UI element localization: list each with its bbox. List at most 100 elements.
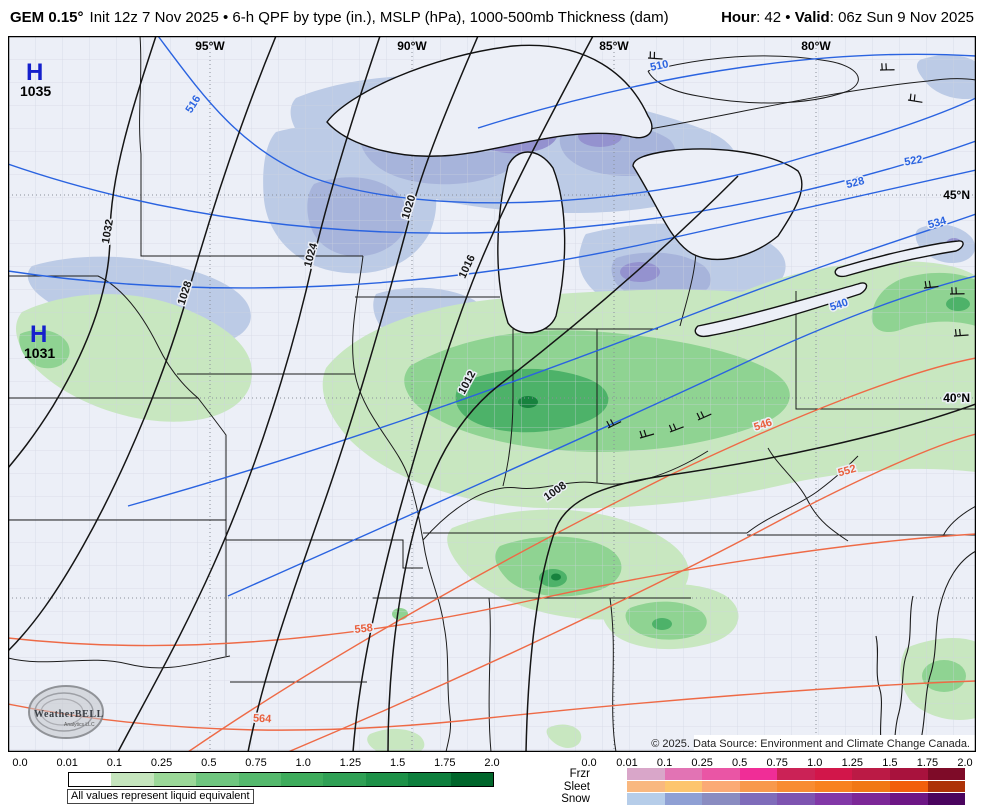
tick-label: 1.5 [389, 757, 406, 769]
colorbar-segment [739, 793, 778, 805]
tick-label: 0.75 [766, 757, 788, 769]
weatherbell-logo: WeatherBELL Analytics LLC [28, 685, 104, 739]
colorbar-segment [777, 780, 815, 792]
model-name: GEM 0.15° [10, 8, 84, 26]
colorbar-segment [281, 773, 324, 786]
colorbar-segment [889, 780, 928, 792]
tick-label: 1.0 [807, 757, 823, 769]
colorbar-segment [323, 773, 366, 786]
colorbar-segment [702, 793, 740, 805]
tick-label: 2.0 [957, 757, 973, 769]
colorbar-segment [238, 773, 282, 786]
tick-label: 0.5 [732, 757, 748, 769]
colorbar-segment [777, 793, 815, 805]
lat-label: 40°N [943, 391, 970, 405]
colorbar-segment [814, 768, 853, 780]
high-symbol: H [30, 321, 47, 348]
ptype-row-label: Snow [561, 793, 590, 805]
tick-label: 1.75 [916, 757, 939, 769]
tick-label: 1.5 [882, 757, 898, 769]
tick-label: 0.1 [106, 757, 123, 769]
frzr-colorbar [627, 768, 966, 780]
thickness-label: 510 [649, 58, 669, 74]
tick-label: 0.25 [691, 757, 713, 769]
rain-colorbar [68, 772, 494, 787]
colorbar-segment [664, 780, 703, 792]
thickness-label: 558 [354, 622, 374, 636]
lon-label: 80°W [801, 39, 831, 53]
lon-label: 85°W [599, 39, 629, 53]
colorbar-segment [852, 768, 890, 780]
lon-label: 95°W [195, 39, 225, 53]
thickness-contours-orange [8, 357, 976, 752]
tick-label: 0.1 [656, 757, 673, 769]
colorbar-segment [196, 773, 239, 786]
map-subtitle: Init 12z 7 Nov 2025 • 6-h QPF by type (i… [89, 8, 669, 26]
colorbar-segment [627, 780, 665, 792]
thickness-contours-blue [8, 36, 976, 597]
thickness-label: 564 [253, 713, 273, 726]
county-grid [8, 36, 976, 752]
high-pressure-marker: H 1035 [20, 59, 51, 99]
colorbar-segment [852, 780, 890, 792]
colorbar-segment [702, 780, 740, 792]
state-borders [8, 36, 976, 752]
colorbar-segment [739, 768, 778, 780]
hour-value: : 42 [756, 8, 782, 26]
tick-label: 1.25 [841, 757, 864, 769]
colorbar-segment [153, 773, 197, 786]
sleet-colorbar [627, 780, 966, 792]
colorbar-segment [111, 773, 154, 786]
ptype-zero-tick: 0.0 [581, 757, 597, 769]
tick-label: 1.75 [434, 757, 456, 769]
valid-time: Hour: 42 • Valid: 06z Sun 9 Nov 2025 [721, 9, 974, 26]
colorbar-segment [814, 793, 853, 805]
colorbar-segment [739, 780, 778, 792]
rain-legend-ticks: 0.0 0.01 0.1 0.25 0.5 0.75 1.0 1.25 1.5 1.75 2.0 [12, 757, 499, 769]
thickness-label: 522 [903, 154, 923, 169]
hour-label: Hour [721, 8, 757, 26]
lon-label: 90°W [397, 39, 427, 53]
map-border [8, 36, 976, 752]
colorbar-segment [889, 768, 928, 780]
lat-label: 45°N [943, 188, 970, 202]
title-bar: GEM 0.15° Init 12z 7 Nov 2025 • 6-h QPF b… [0, 0, 984, 34]
colorbar-segment [814, 780, 853, 792]
tick-label: 0.75 [245, 757, 267, 769]
snow-colorbar [627, 793, 966, 805]
high-value: 1035 [20, 83, 51, 99]
colorbar-segment [365, 773, 409, 786]
colorbar-segment [664, 768, 703, 780]
colorbar-segment [627, 793, 665, 805]
colorbar-segment [927, 780, 966, 792]
tick-label: 0.0 [12, 757, 28, 769]
bullet-separator: • [785, 8, 791, 26]
great-lakes [326, 44, 964, 338]
colorbar-segment [889, 793, 928, 805]
tick-label: 1.0 [295, 757, 311, 769]
tick-label: 0.01 [616, 757, 638, 769]
colorbar-segment [450, 773, 494, 786]
logo-sub: Analytics LLC [64, 722, 95, 728]
map-title: GEM 0.15° Init 12z 7 Nov 2025 • 6-h QPF b… [10, 9, 669, 26]
weather-map: 95°W 90°W 85°W 80°W 45°N 40°N 1032 1028 … [8, 36, 976, 752]
copyright: © 2025. Data Source: Environment and Cli… [651, 735, 976, 752]
colorbar-segment [664, 793, 703, 805]
copyright-text: © 2025. Data Source: Environment and Cli… [651, 738, 970, 750]
tick-label: 0.25 [150, 757, 173, 769]
colorbar-segment [627, 768, 665, 780]
logo-brand: WeatherBELL [34, 709, 104, 720]
colorbar-segment [927, 793, 966, 805]
valid-value: : 06z Sun 9 Nov 2025 [829, 8, 974, 26]
mslp-contours [8, 36, 976, 752]
colorbar-segment [69, 773, 112, 786]
high-symbol: H [26, 59, 43, 86]
colorbar-segment [702, 768, 740, 780]
tick-label: 0.01 [56, 757, 78, 769]
tick-label: 1.25 [339, 757, 362, 769]
mslp-label: 1032 [100, 218, 116, 244]
valid-label: Valid [794, 8, 830, 26]
colorbar-segment [777, 768, 815, 780]
ptype-row-label: Frzr [569, 768, 590, 780]
colorbar-segment [852, 793, 890, 805]
